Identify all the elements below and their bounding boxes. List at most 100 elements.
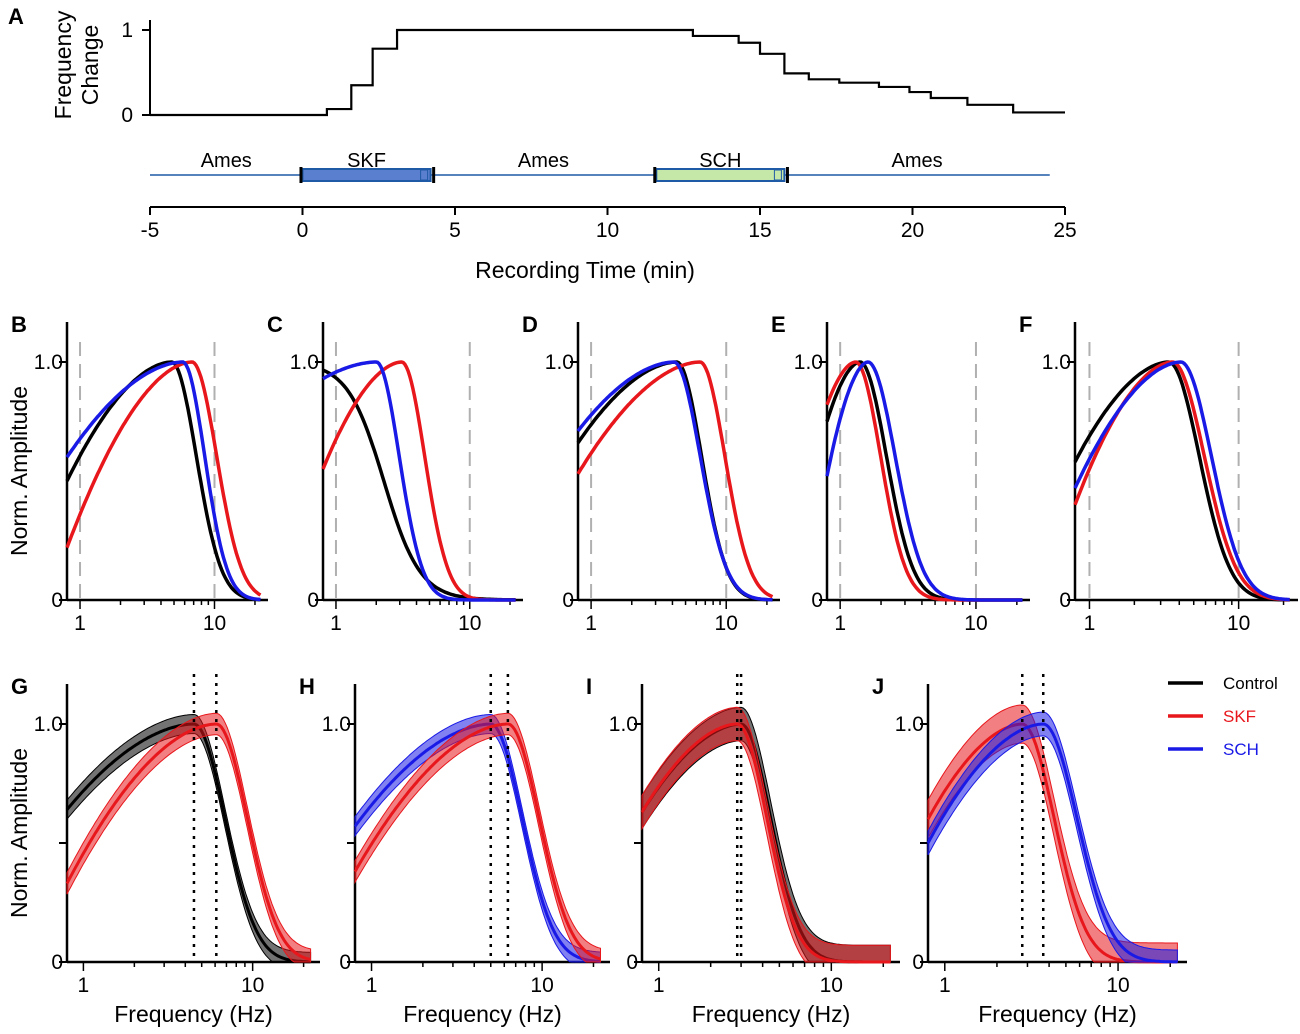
series-line-sch xyxy=(825,360,1023,602)
y-axis-label-line: Change xyxy=(77,25,103,106)
drug-bar-marker xyxy=(773,169,782,181)
panel-label-i: I xyxy=(586,674,592,699)
x-axis-label: Frequency (Hz) xyxy=(114,1001,272,1027)
series-band-skf xyxy=(641,706,891,963)
x-tick-label: 10 xyxy=(1227,612,1250,635)
y-tick-label: 1.0 xyxy=(1042,351,1071,374)
series-line-control xyxy=(1073,360,1290,602)
x-tick-label: 1 xyxy=(330,612,342,635)
series-line-skf xyxy=(640,722,891,964)
x-axis-label: Frequency (Hz) xyxy=(692,1001,850,1027)
series-line-skf xyxy=(1073,360,1290,602)
y-tick-label: 1.0 xyxy=(34,351,63,374)
x-tick-label-a: 5 xyxy=(449,219,461,242)
series-line-control xyxy=(322,368,516,602)
x-tick-label: 10 xyxy=(1106,974,1129,997)
series-line-control xyxy=(825,360,1023,602)
x-tick-label: 10 xyxy=(203,612,226,635)
panel-j: J 0 1.0 1 10 Frequency (Hz) xyxy=(872,674,1187,1027)
x-tick-label-a: 20 xyxy=(901,219,924,242)
y-tick-label: 0 xyxy=(51,589,63,612)
panel-label-b: B xyxy=(11,312,27,337)
x-tick-label: 10 xyxy=(530,974,553,997)
x-axis-label: Frequency (Hz) xyxy=(978,1001,1136,1027)
panel-label-f: F xyxy=(1019,312,1032,337)
y-tick-label: 1.0 xyxy=(290,351,319,374)
x-tick-label: 1 xyxy=(585,612,597,635)
y-tick-label: 1.0 xyxy=(895,713,924,736)
series-line-sch xyxy=(353,722,601,963)
panel-b: B 0 1.0 1 10 Norm. Amplitude xyxy=(6,312,268,635)
series-band-skf xyxy=(66,712,312,963)
x-tick-label-a: 15 xyxy=(748,219,771,242)
x-tick-label: 10 xyxy=(458,612,481,635)
y-axis-label: Norm. Amplitude xyxy=(6,748,32,918)
x-tick-label: 1 xyxy=(366,974,378,997)
y-axis-label: Norm. Amplitude xyxy=(6,386,32,556)
series-line-skf xyxy=(65,722,312,962)
x-tick-label: 1 xyxy=(74,612,86,635)
drug-bar-sch xyxy=(655,168,786,182)
y-tick-label: 0 xyxy=(307,589,319,612)
x-tick-label: 1 xyxy=(1084,612,1096,635)
y-tick-label: 1.0 xyxy=(545,351,574,374)
series-line-sch xyxy=(576,360,773,602)
x-tick-label: 1 xyxy=(939,974,951,997)
series-line-sch xyxy=(1073,360,1290,602)
panel-label-g: G xyxy=(11,674,28,699)
series-line-sch xyxy=(926,722,1178,964)
series-line-skf xyxy=(825,360,1023,602)
y-tick-label: 0 xyxy=(811,589,823,612)
panel-g: G 0 1.0 1 10 Norm. Amplitude Frequency (Hz) xyxy=(6,674,320,1027)
y-tick-label: 0 xyxy=(562,589,574,612)
series-line-sch xyxy=(322,360,516,602)
phase-label-ames: Ames xyxy=(518,150,569,172)
panel-label-e: E xyxy=(771,312,786,337)
y-axis-label-line: Frequency xyxy=(50,10,76,119)
x-tick-label: 10 xyxy=(715,612,738,635)
panel-c: C 0 1.0 1 10 xyxy=(267,312,523,635)
series-band-skf xyxy=(354,712,601,963)
legend-label-control: Control xyxy=(1223,674,1278,693)
panel-h: H 0 1.0 1 10 Frequency (Hz) xyxy=(299,674,610,1027)
x-tick-label: 10 xyxy=(964,612,987,635)
x-tick-label: 1 xyxy=(78,974,90,997)
x-tick-label: 1 xyxy=(653,974,665,997)
drug-bar-skf xyxy=(301,168,432,182)
legend-label-skf: SKF xyxy=(1223,707,1256,726)
y-tick-label: 0 xyxy=(912,951,924,974)
panel-i: I 0 1.0 1 10 Frequency (Hz) xyxy=(586,674,900,1027)
x-tick-label-a: 10 xyxy=(596,219,619,242)
y-tick-label-a: 0 xyxy=(121,104,133,127)
panel-label-j: J xyxy=(872,674,884,699)
series-line-skf xyxy=(353,722,601,961)
x-tick-label-a: 25 xyxy=(1053,219,1076,242)
y-tick-label: 1.0 xyxy=(609,713,638,736)
panel-f: F 0 1.0 1 10 xyxy=(1019,312,1298,635)
y-tick-label: 0 xyxy=(1059,589,1071,612)
series-line-frequency-change xyxy=(150,28,1065,117)
series-line-skf xyxy=(576,360,774,599)
y-tick-label: 0 xyxy=(51,951,63,974)
phase-label-ames: Ames xyxy=(201,150,252,172)
y-tick-label-a: 1 xyxy=(121,19,133,42)
panel-label-h: H xyxy=(299,674,315,699)
x-axis-label: Frequency (Hz) xyxy=(403,1001,561,1027)
y-tick-label: 1.0 xyxy=(322,713,351,736)
x-tick-label-a: -5 xyxy=(141,219,160,242)
drug-bar-marker xyxy=(420,169,429,181)
x-tick-label-a: 0 xyxy=(297,219,309,242)
series-line-control xyxy=(65,360,261,602)
y-axis-label-a: FrequencyChange xyxy=(50,10,103,119)
phase-label-ames: Ames xyxy=(892,150,943,172)
legend-label-sch: SCH xyxy=(1223,740,1259,759)
x-tick-label: 1 xyxy=(834,612,846,635)
panel-label-c: C xyxy=(267,312,283,337)
x-axis-label-a: Recording Time (min) xyxy=(475,257,695,283)
y-tick-label: 1.0 xyxy=(794,351,823,374)
series-line-skf xyxy=(65,360,262,597)
phase-label-sch: SCH xyxy=(699,150,741,172)
phase-label-skf: SKF xyxy=(347,150,386,172)
panel-e: E 0 1.0 1 10 xyxy=(771,312,1030,635)
